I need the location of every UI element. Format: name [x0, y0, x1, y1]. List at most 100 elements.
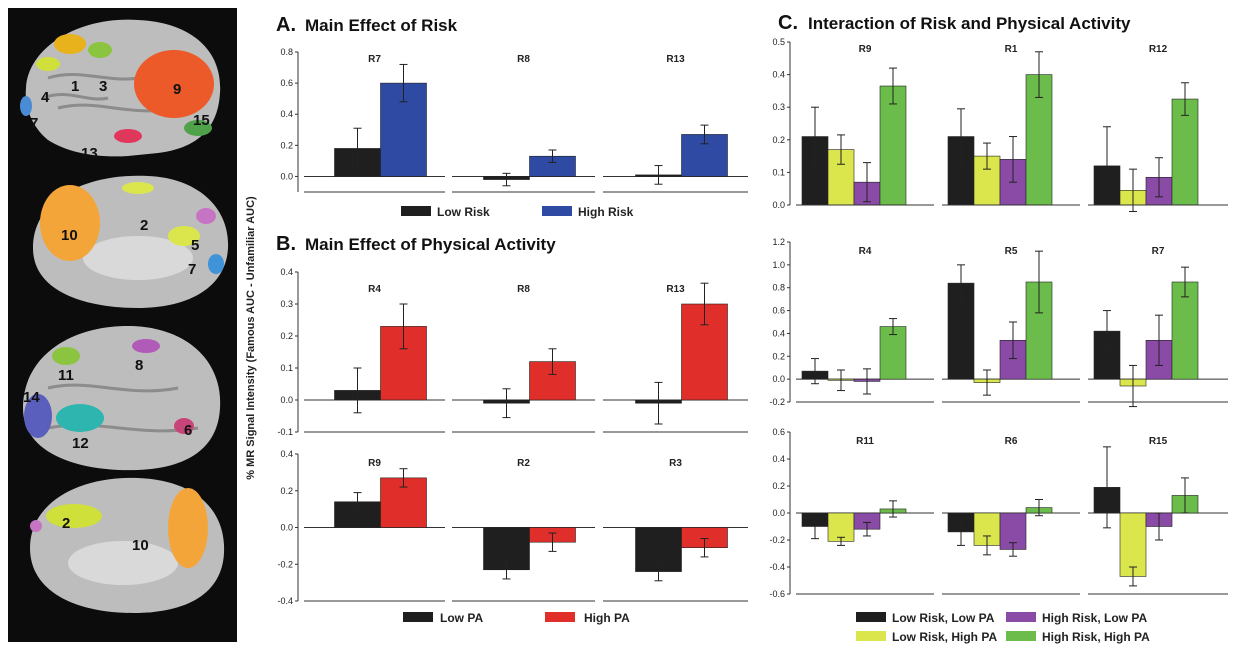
bar-hr-hpa: [1171, 281, 1199, 380]
y-tick-label: 0.2: [772, 135, 785, 145]
chart-4: -0.2 0.0 0.2 0.4 0.6 0.8 1.0 1.2 R4 R5 R7: [769, 237, 1228, 408]
legend-swatch-lr-lpa: [856, 612, 886, 622]
region-label: R4: [368, 284, 381, 295]
brain-label: 4: [41, 89, 50, 106]
y-axis-label: % MR Signal Intensity (Famous AUC - Unfa…: [245, 196, 257, 480]
region-label: R13: [666, 284, 685, 295]
chart-0: 0.0 0.2 0.4 0.6 0.8 R7 R8 R13: [280, 47, 748, 193]
region-label: R1: [1005, 44, 1018, 55]
legend-label-lr-lpa: Low Risk, Low PA: [892, 611, 995, 625]
legend-label-high-risk: High Risk: [578, 205, 634, 219]
panel-b-letter: B.: [276, 233, 296, 255]
y-tick-label: -0.2: [769, 397, 785, 407]
brain-lateral-right: [23, 326, 221, 471]
brain-label: 5: [191, 237, 199, 254]
brain-surface-panel: 1 3 4 7 9 15 13 10 2 5 7 11 8 14 12 6 2 …: [8, 8, 237, 642]
y-tick-label: -0.1: [277, 427, 293, 437]
y-tick-label: 0.1: [772, 167, 785, 177]
y-tick-label: 0.1: [280, 363, 293, 373]
region-label: R7: [368, 54, 381, 65]
region-label: R7: [1152, 246, 1165, 257]
region-label: R13: [666, 54, 685, 65]
brain-label: 7: [30, 115, 38, 132]
legend-swatch-lr-hpa: [856, 631, 886, 641]
y-tick-label: 0.2: [280, 140, 293, 150]
y-tick-label: -0.4: [277, 596, 293, 606]
region-label: R9: [859, 44, 872, 55]
y-tick-label: 0.4: [772, 454, 785, 464]
legend-label-lr-hpa: Low Risk, High PA: [892, 630, 997, 644]
legend-b: Low PA High PA: [403, 611, 630, 625]
y-tick-label: 0.4: [280, 267, 293, 277]
y-tick-label: 0.0: [280, 395, 293, 405]
legend-label-high-pa: High PA: [584, 611, 630, 625]
panel-a-title: Main Effect of Risk: [305, 16, 458, 35]
brain-label: 10: [61, 227, 78, 244]
brain-label: 14: [23, 389, 40, 406]
brain-label: 6: [184, 422, 192, 439]
legend-swatch-high-risk: [542, 206, 572, 216]
region-label: R3: [669, 458, 682, 469]
brain-medial-right: [30, 477, 225, 613]
region-label: R4: [859, 246, 872, 257]
y-tick-label: 0.3: [772, 102, 785, 112]
bar-lr-hpa: [1119, 512, 1147, 577]
chart-groups: 0.00.20.40.60.8R7 R8 R13-0.10.00.10.20.30.…: [277, 37, 1228, 606]
y-tick-label: 1.0: [772, 260, 785, 270]
brain-label: 10: [132, 537, 149, 554]
legend-label-hr-lpa: High Risk, Low PA: [1042, 611, 1147, 625]
brain-label: 15: [193, 112, 210, 129]
y-tick-label: 0.2: [280, 486, 293, 496]
region-label: R9: [368, 458, 381, 469]
region-label: R8: [517, 54, 530, 65]
y-tick-label: -0.4: [769, 562, 785, 572]
legend-swatch-hr-lpa: [1006, 612, 1036, 622]
bar-lr-hpa: [827, 512, 855, 542]
brain-label: 9: [173, 81, 181, 98]
chart-5: -0.6 -0.4 -0.2 0.0 0.2 0.4 0.6 R11 R6 R15: [769, 427, 1228, 599]
y-tick-label: 0.6: [280, 78, 293, 88]
legend-c: Low Risk, Low PA High Risk, Low PA Low R…: [856, 611, 1150, 644]
region-label: R2: [517, 458, 530, 469]
y-tick-label: 1.2: [772, 237, 785, 247]
y-tick-label: -0.2: [769, 535, 785, 545]
y-tick-label: 0.2: [280, 331, 293, 341]
region-label: R12: [1149, 44, 1168, 55]
y-tick-label: 0.4: [280, 109, 293, 119]
y-tick-label: 0.4: [772, 70, 785, 80]
legend-swatch-low-risk: [401, 206, 431, 216]
legend-label-low-risk: Low Risk: [437, 205, 490, 219]
legend-swatch-hr-hpa: [1006, 631, 1036, 641]
y-tick-label: 0.5: [772, 37, 785, 47]
y-tick-label: 0.2: [772, 481, 785, 491]
brain-label: 13: [81, 145, 98, 162]
brain-label: 11: [58, 367, 74, 384]
chart-2: -0.4 -0.2 0.0 0.2 0.4 R9 R2 R3: [277, 449, 748, 606]
y-tick-label: 0.0: [772, 508, 785, 518]
chart-1: -0.1 0.0 0.1 0.2 0.3 0.4 R4 R8 R13: [277, 267, 748, 437]
y-tick-label: 0.6: [772, 427, 785, 437]
chart-3: 0.0 0.1 0.2 0.3 0.4 0.5 R9 R1 R12: [772, 37, 1228, 213]
brain-label: 2: [62, 515, 70, 532]
y-tick-label: 0.4: [772, 328, 785, 338]
legend-label-low-pa: Low PA: [440, 611, 483, 625]
brain-label: 8: [135, 357, 143, 374]
legend-swatch-low-pa: [403, 612, 433, 622]
legend-swatch-high-pa: [545, 612, 575, 622]
y-tick-label: 0.0: [280, 171, 293, 181]
brain-renderings: 1 3 4 7 9 15 13 10 2 5 7 11 8 14 12 6 2 …: [20, 19, 229, 613]
region-label: R6: [1005, 436, 1018, 447]
panel-c-title: Interaction of Risk and Physical Activit…: [808, 14, 1131, 33]
y-tick-label: 0.0: [772, 374, 785, 384]
brain-label: 2: [140, 217, 148, 234]
panel-c-letter: C.: [778, 12, 798, 34]
y-tick-label: -0.2: [277, 559, 293, 569]
y-tick-label: 0.3: [280, 299, 293, 309]
legend-a: Low Risk High Risk: [401, 205, 634, 219]
y-tick-label: -0.6: [769, 589, 785, 599]
brain-label: 12: [72, 435, 89, 452]
y-tick-label: 0.2: [772, 351, 785, 361]
brain-lateral-left: [20, 19, 221, 157]
panel-a-letter: A.: [276, 14, 296, 36]
y-tick-label: 0.0: [280, 523, 293, 533]
